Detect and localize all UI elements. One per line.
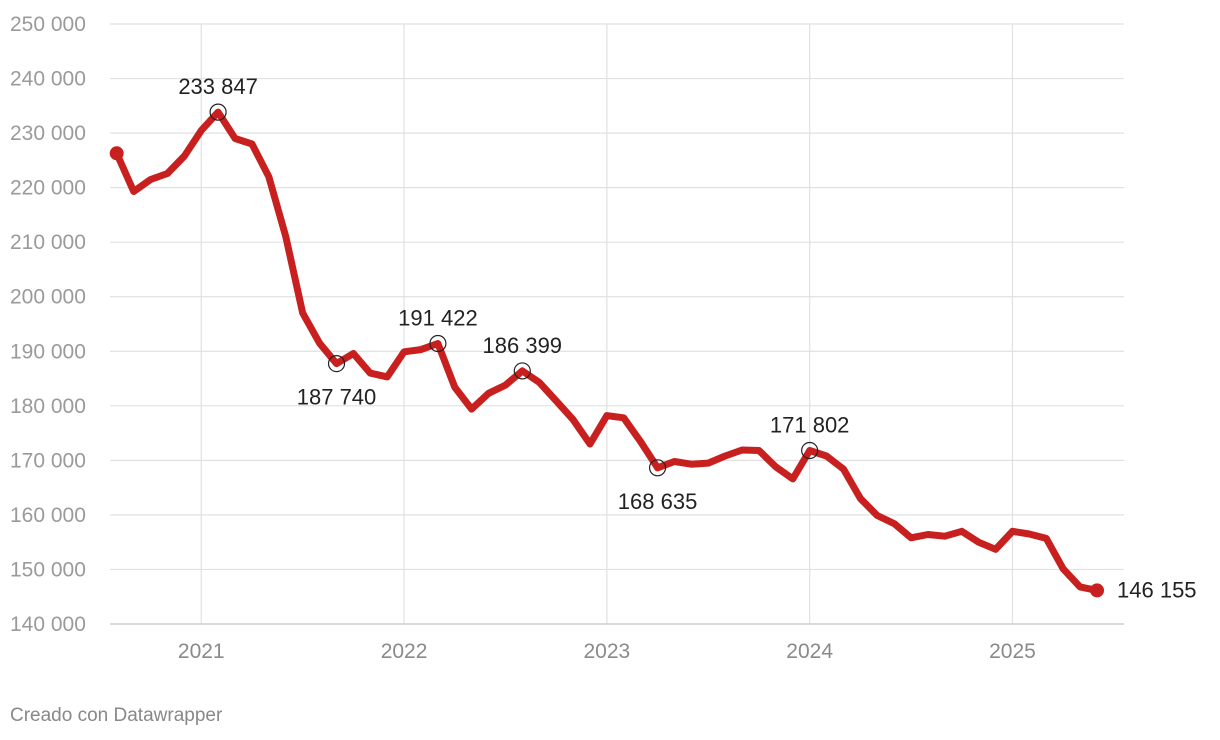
- annotation-label: 146 155: [1117, 577, 1197, 602]
- series-line: [113, 108, 1101, 594]
- y-tick-label: 250 000: [10, 13, 86, 36]
- x-tick-label: 2022: [381, 640, 428, 663]
- annotation-label: 191 422: [398, 306, 478, 331]
- y-tick-label: 230 000: [10, 122, 86, 145]
- y-tick-label: 160 000: [10, 504, 86, 527]
- annotation-marker: [513, 362, 531, 380]
- y-tick-label: 240 000: [10, 68, 86, 91]
- x-gridlines: [200, 24, 1014, 624]
- y-tick-label: 170 000: [10, 449, 86, 472]
- x-tick-label: 2024: [786, 640, 833, 663]
- annotation-label: 187 740: [297, 385, 377, 410]
- x-tick-label: 2021: [178, 640, 225, 663]
- annotation-marker: [801, 441, 819, 460]
- y-tick-label: 210 000: [10, 231, 86, 254]
- annotation-marker: [209, 103, 227, 121]
- annotation-marker: [327, 355, 346, 373]
- x-tick-label: 2025: [989, 640, 1036, 663]
- x-tick-label: 2023: [584, 640, 631, 663]
- series-start-point: [109, 146, 124, 161]
- series-group: [109, 108, 1105, 598]
- annotation-label: 186 399: [483, 333, 563, 358]
- line-chart: 140 000 150 000 160 000 170 000 180 000 190 0…: [10, 13, 1197, 663]
- annotation-label: 168 635: [618, 489, 698, 514]
- y-tick-label: 200 000: [10, 286, 86, 309]
- y-tick-label: 150 000: [10, 558, 86, 581]
- y-tick-label: 180 000: [10, 395, 86, 418]
- annotation-marker: [429, 334, 447, 353]
- series-end-point: [1090, 583, 1105, 598]
- y-gridlines: [110, 23, 1124, 625]
- y-tick-label: 220 000: [10, 177, 86, 200]
- annotation-label: 171 802: [770, 413, 850, 438]
- y-axis-tick-labels: 140 000 150 000 160 000 170 000 180 000 190 0…: [10, 13, 86, 636]
- annotation-label: 233 847: [178, 74, 258, 99]
- annotation-marker: [648, 459, 667, 477]
- x-axis-tick-labels: 2021 2022 2023 2024 2025: [178, 640, 1036, 663]
- datawrapper-credit: Creado con Datawrapper: [10, 705, 223, 726]
- y-tick-label: 140 000: [10, 613, 86, 636]
- y-tick-label: 190 000: [10, 340, 86, 363]
